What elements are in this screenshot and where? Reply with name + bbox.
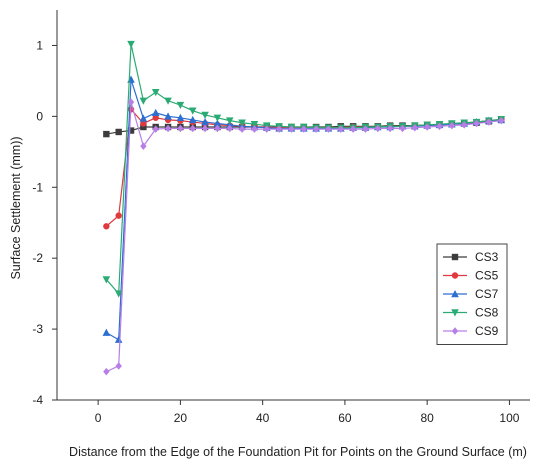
data-point-cs8 [151, 89, 160, 97]
data-point-cs9 [399, 124, 406, 133]
data-point-cs8 [176, 101, 185, 110]
data-point-cs8 [250, 120, 259, 129]
data-point-cs9 [485, 118, 493, 126]
data-point-cs5 [103, 223, 110, 230]
data-point-cs8 [139, 97, 148, 105]
data-point-cs7 [188, 115, 197, 124]
legend-item-cs8: CS8 [443, 306, 499, 320]
legend-marker-cs7 [451, 290, 459, 298]
data-point-cs5 [152, 114, 159, 121]
x-tick-label: 20 [174, 411, 188, 425]
legend-label: CS5 [475, 269, 499, 283]
legend-label: CS7 [475, 287, 499, 301]
data-point-cs9 [201, 124, 209, 133]
data-point-cs9 [263, 125, 270, 133]
y-tick-label: -3 [32, 322, 43, 336]
data-point-cs8 [201, 111, 209, 119]
data-point-cs9 [337, 125, 344, 133]
data-point-cs7 [151, 108, 160, 117]
data-point-cs9 [436, 122, 443, 131]
y-tick-label: 0 [36, 109, 43, 123]
legend-marker-cs8 [451, 309, 459, 317]
data-point-cs9 [177, 124, 184, 133]
data-point-cs9 [275, 125, 283, 133]
data-point-cs9 [152, 125, 159, 133]
axes: 0 20 40 60 80 100 1 0 -1 -2 -3 -4 [32, 10, 530, 425]
data-point-cs3 [140, 123, 147, 131]
data-point-cs9 [164, 124, 172, 133]
data-point-cs9 [448, 121, 456, 130]
data-point-cs9 [238, 125, 246, 133]
data-point-cs3 [115, 128, 122, 136]
data-point-cs7 [102, 328, 111, 336]
legend-label: CS9 [475, 324, 499, 338]
data-point-cs5 [140, 120, 147, 127]
data-point-cs3 [127, 127, 135, 134]
data-point-cs5 [115, 212, 122, 219]
data-point-cs8 [188, 107, 197, 115]
data-point-cs7 [213, 119, 222, 127]
data-point-cs8 [164, 97, 172, 105]
data-point-cs8 [238, 119, 246, 127]
data-point-cs9 [411, 123, 419, 132]
legend-item-cs9: CS9 [443, 324, 499, 338]
data-point-cs9 [374, 124, 382, 133]
y-tick-label: -4 [32, 393, 43, 407]
x-tick-label: 60 [338, 411, 352, 425]
y-tick-label: -1 [32, 180, 43, 194]
data-point-cs9 [103, 367, 110, 376]
series-cs9 [103, 98, 505, 376]
data-point-cs9 [140, 142, 147, 150]
data-point-cs9 [498, 116, 505, 125]
legend-marker-cs3 [451, 253, 459, 261]
x-tick-label: 40 [256, 411, 270, 425]
data-point-cs7 [139, 114, 148, 122]
data-point-cs9 [214, 124, 221, 133]
x-tick-label: 80 [420, 411, 434, 425]
data-point-cs9 [423, 123, 431, 131]
data-point-cs9 [251, 125, 258, 133]
legend: CS3 CS5 CS7 CS8 CS9 [436, 243, 508, 345]
data-point-cs9 [473, 119, 480, 128]
data-point-cs8 [114, 290, 123, 298]
data-point-cs8 [127, 40, 135, 49]
y-tick-label: 1 [36, 38, 43, 52]
legend-item-cs7: CS7 [443, 287, 499, 301]
legend-marker-cs9 [451, 327, 459, 335]
legend-item-cs3: CS3 [443, 250, 499, 264]
data-point-cs9 [226, 124, 233, 133]
legend-item-cs5: CS5 [443, 269, 499, 283]
data-point-cs7 [127, 75, 135, 83]
data-point-cs8 [102, 276, 111, 284]
data-point-cs9 [288, 125, 295, 133]
data-point-cs9 [325, 125, 332, 133]
x-axis-title: Distance from the Edge of the Foundation… [69, 445, 527, 459]
data-point-cs9 [189, 124, 196, 133]
data-point-cs7 [164, 112, 172, 120]
data-point-cs7 [176, 113, 185, 121]
data-point-cs9 [115, 362, 122, 370]
legend-marker-cs5 [451, 272, 459, 279]
data-point-cs9 [460, 121, 468, 129]
data-point-cs9 [386, 124, 394, 133]
x-tick-label: 0 [95, 411, 102, 425]
data-point-cs7 [114, 335, 123, 343]
data-point-cs3 [103, 130, 110, 138]
data-point-cs9 [362, 125, 369, 133]
legend-label: CS8 [475, 306, 499, 320]
data-point-cs8 [213, 114, 222, 122]
legend-label: CS3 [475, 250, 499, 264]
x-tick-label: 100 [499, 411, 519, 425]
data-point-cs7 [201, 118, 209, 126]
series-layer [102, 40, 506, 376]
data-point-cs9 [349, 125, 357, 133]
data-point-cs9 [127, 98, 135, 106]
y-axis-title: Surface Settlement (mm)) [9, 136, 23, 279]
data-point-cs9 [312, 125, 320, 133]
data-point-cs8 [225, 117, 234, 125]
y-tick-label: -2 [32, 251, 43, 265]
data-point-cs9 [300, 125, 307, 133]
